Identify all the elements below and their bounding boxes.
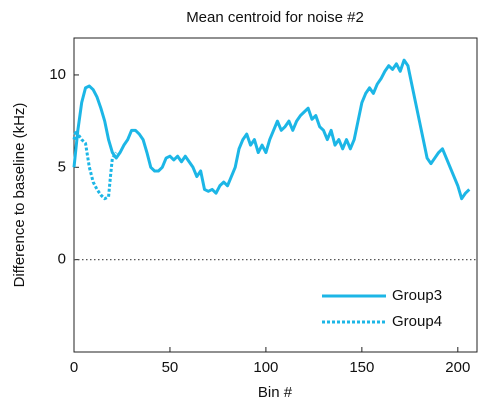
- chart-title: Mean centroid for noise #2: [186, 9, 364, 26]
- series-line: [72, 128, 118, 201]
- legend-label: Group4: [392, 313, 442, 330]
- x-axis-label: Bin #: [258, 384, 293, 401]
- x-tick-label: 50: [162, 359, 179, 376]
- y-axis-label: Difference to baseline (kHz): [11, 103, 28, 288]
- series-line: [72, 58, 471, 201]
- y-tick-label: 10: [49, 66, 66, 83]
- x-tick-label: 100: [253, 359, 278, 376]
- legend-label: Group3: [392, 287, 442, 304]
- y-tick-label: 0: [58, 251, 66, 268]
- x-tick-label: 150: [349, 359, 374, 376]
- x-tick-label: 200: [445, 359, 470, 376]
- x-tick-label: 0: [70, 359, 78, 376]
- y-tick-label: 5: [58, 158, 66, 175]
- plot-frame: [73, 37, 478, 353]
